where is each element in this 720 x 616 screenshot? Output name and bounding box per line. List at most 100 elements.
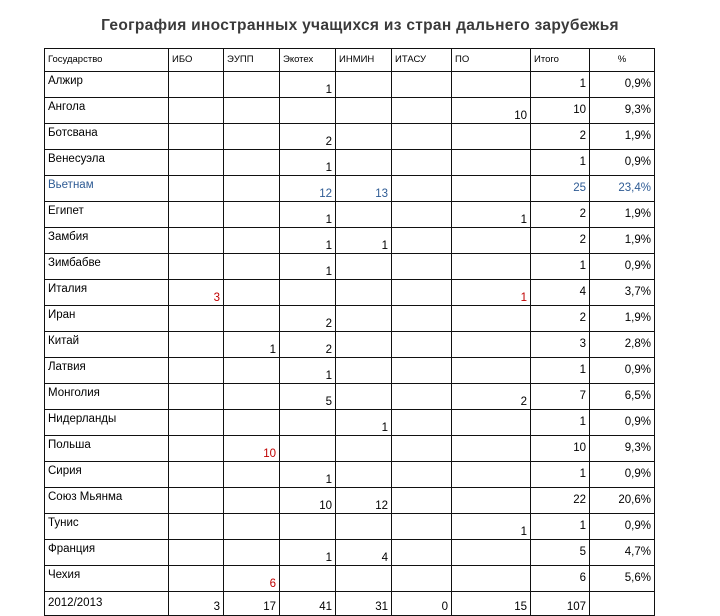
itogo-cell: 10	[530, 97, 590, 124]
po-cell: 1	[451, 513, 531, 540]
country-cell: Франция	[44, 539, 169, 566]
inmin-cell	[335, 123, 392, 150]
itasu-cell	[391, 565, 452, 592]
country-cell: Вьетнам	[44, 175, 169, 202]
column-header: ПО	[451, 48, 531, 72]
ekotekh-cell: 1	[279, 201, 336, 228]
itasu-cell	[391, 97, 452, 124]
total-ekotekh-cell: 41	[279, 591, 336, 616]
country-cell: Союз Мьянма	[44, 487, 169, 514]
eupp-cell	[223, 539, 280, 566]
ekotekh-cell	[279, 435, 336, 462]
eupp-cell	[223, 409, 280, 436]
ibo-cell	[168, 565, 224, 592]
po-cell: 10	[451, 97, 531, 124]
itogo-cell: 2	[530, 227, 590, 254]
table-row: Латвия 1 1 0,9%	[44, 357, 655, 384]
eupp-cell	[223, 513, 280, 540]
country-cell: Китай	[44, 331, 169, 358]
total-ibo-cell: 3	[168, 591, 224, 616]
itasu-cell	[391, 227, 452, 254]
itogo-cell: 4	[530, 279, 590, 306]
ekotekh-cell: 1	[279, 253, 336, 280]
column-header: %	[589, 48, 655, 72]
page-title: География иностранных учащихся из стран …	[101, 17, 619, 34]
itasu-cell	[391, 487, 452, 514]
students-table: Государство ИБО ЭУПП Экотех ИНМИН ИТАСУ ПО Итог…	[44, 48, 655, 616]
ekotekh-cell: 2	[279, 331, 336, 358]
ekotekh-cell: 1	[279, 227, 336, 254]
po-cell	[451, 435, 531, 462]
eupp-cell	[223, 123, 280, 150]
eupp-cell	[223, 149, 280, 176]
pct-cell: 9,3%	[589, 435, 655, 462]
po-cell: 1	[451, 201, 531, 228]
country-cell: Ботсвана	[44, 123, 169, 150]
inmin-cell	[335, 149, 392, 176]
inmin-cell	[335, 565, 392, 592]
itasu-cell	[391, 357, 452, 384]
pct-cell: 3,7%	[589, 279, 655, 306]
eupp-cell: 6	[223, 565, 280, 592]
itasu-cell	[391, 149, 452, 176]
itogo-cell: 1	[530, 409, 590, 436]
inmin-cell	[335, 253, 392, 280]
ekotekh-cell: 1	[279, 461, 336, 488]
ekotekh-cell: 1	[279, 539, 336, 566]
itasu-cell	[391, 305, 452, 332]
eupp-cell	[223, 383, 280, 410]
ekotekh-cell: 1	[279, 71, 336, 98]
inmin-cell: 1	[335, 227, 392, 254]
itogo-cell: 2	[530, 123, 590, 150]
itogo-cell: 3	[530, 331, 590, 358]
ibo-cell	[168, 383, 224, 410]
po-cell	[451, 409, 531, 436]
inmin-cell	[335, 279, 392, 306]
pct-cell: 4,7%	[589, 539, 655, 566]
ibo-cell	[168, 487, 224, 514]
header-row: Государство ИБО ЭУПП Экотех ИНМИН ИТАСУ ПО Итог…	[44, 48, 655, 72]
eupp-cell	[223, 97, 280, 124]
country-cell: Тунис	[44, 513, 169, 540]
country-cell: Сирия	[44, 461, 169, 488]
itogo-cell: 10	[530, 435, 590, 462]
ekotekh-cell	[279, 565, 336, 592]
ibo-cell	[168, 435, 224, 462]
ekotekh-cell: 12	[279, 175, 336, 202]
ibo-cell	[168, 201, 224, 228]
itasu-cell	[391, 279, 452, 306]
itogo-cell: 1	[530, 357, 590, 384]
ibo-cell	[168, 97, 224, 124]
column-header: Экотех	[279, 48, 336, 72]
ekotekh-cell	[279, 279, 336, 306]
po-cell: 2	[451, 383, 531, 410]
po-cell	[451, 175, 531, 202]
total-inmin-cell: 31	[335, 591, 392, 616]
total-po-cell: 15	[451, 591, 531, 616]
po-cell	[451, 487, 531, 514]
total-itogo-cell: 107	[530, 591, 590, 616]
inmin-cell	[335, 97, 392, 124]
ibo-cell	[168, 149, 224, 176]
eupp-cell: 10	[223, 435, 280, 462]
itogo-cell: 25	[530, 175, 590, 202]
table-row: Египет 1 1 2 1,9%	[44, 201, 655, 228]
eupp-cell	[223, 487, 280, 514]
ibo-cell	[168, 71, 224, 98]
eupp-cell	[223, 305, 280, 332]
eupp-cell	[223, 71, 280, 98]
country-cell: Алжир	[44, 71, 169, 98]
po-cell	[451, 305, 531, 332]
ekotekh-cell: 1	[279, 149, 336, 176]
table-row: Тунис 1 1 0,9%	[44, 513, 655, 540]
po-cell	[451, 123, 531, 150]
inmin-cell	[335, 305, 392, 332]
total-row: 2012/2013 3 17 41 31 0 15 107	[44, 591, 655, 616]
eupp-cell: 1	[223, 331, 280, 358]
ekotekh-cell	[279, 409, 336, 436]
ibo-cell	[168, 227, 224, 254]
eupp-cell	[223, 253, 280, 280]
itogo-cell: 6	[530, 565, 590, 592]
ibo-cell	[168, 409, 224, 436]
itogo-cell: 1	[530, 461, 590, 488]
